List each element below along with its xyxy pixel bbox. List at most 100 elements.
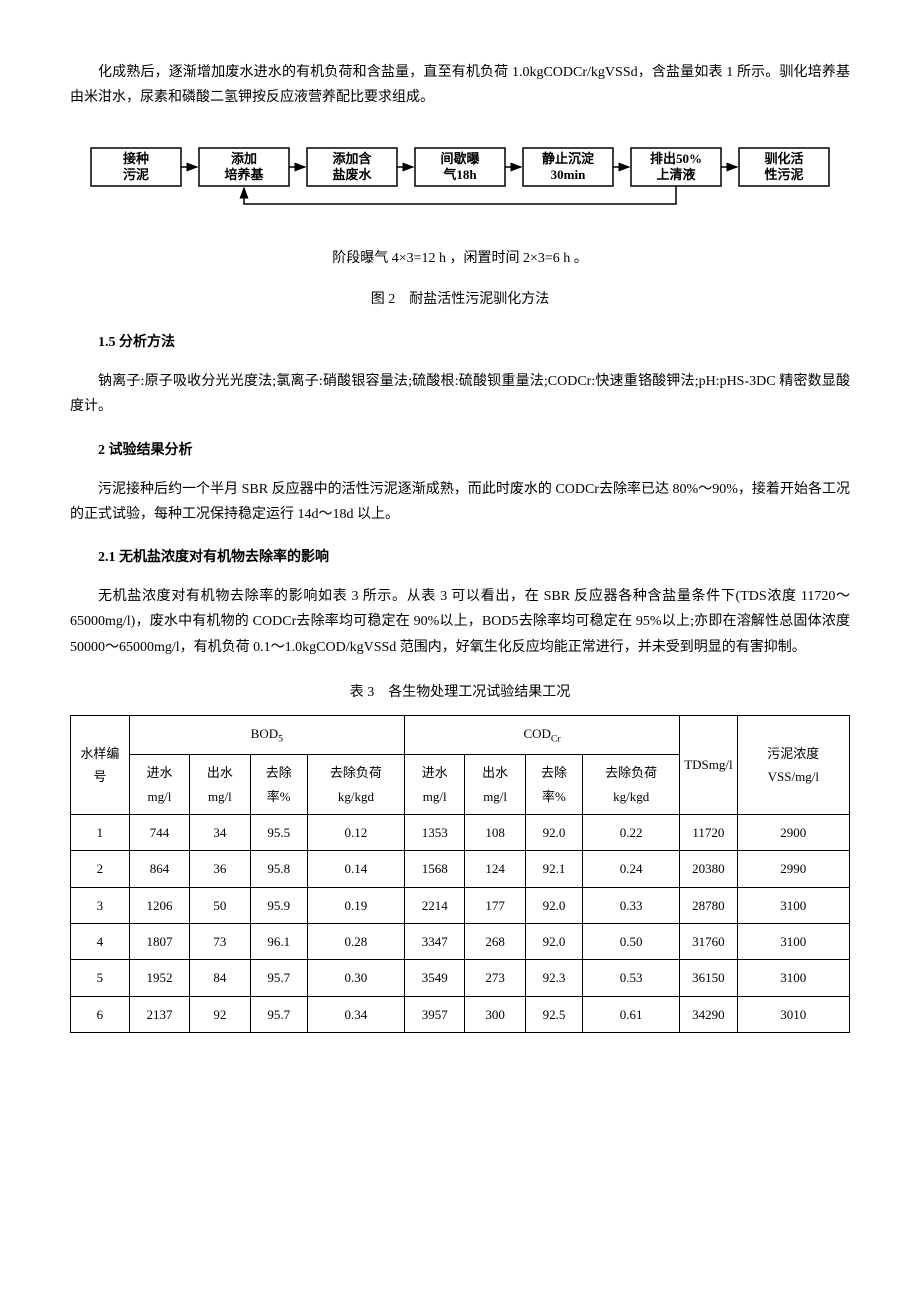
section-1-5-title: 1.5 分析方法 (70, 330, 850, 355)
th-sample: 水样编号 (71, 716, 130, 815)
cell-b_in: 2137 (129, 996, 189, 1032)
th-bod-ld: 去除负荷 kg/kgd (307, 755, 404, 815)
th-cod-ld: 去除负荷 kg/kgd (583, 755, 680, 815)
cell-tds: 31760 (680, 924, 737, 960)
cell-tds: 28780 (680, 887, 737, 923)
intro-paragraph: 化成熟后，逐渐增加废水进水的有机负荷和含盐量，直至有机负荷 1.0kgCODCr… (70, 60, 850, 110)
cell-b_out: 84 (190, 960, 250, 996)
cell-c_ld: 0.61 (583, 996, 680, 1032)
section-2-body: 污泥接种后约一个半月 SBR 反应器中的活性污泥逐渐成熟，而此时废水的 CODC… (70, 477, 850, 527)
flow-label-6-l1: 驯化活 (764, 151, 803, 166)
cell-tds: 11720 (680, 814, 737, 850)
flow-label-4-l2: 30min (551, 167, 586, 182)
cell-c_out: 108 (465, 814, 525, 850)
cell-id: 3 (71, 887, 130, 923)
flow-label-1-l2: 培养基 (224, 167, 264, 182)
section-2-1-body: 无机盐浓度对有机物去除率的影响如表 3 所示。从表 3 可以看出，在 SBR 反… (70, 584, 850, 660)
cell-b_out: 92 (190, 996, 250, 1032)
cell-b_rm: 95.5 (250, 814, 307, 850)
cell-vss: 3100 (737, 924, 849, 960)
flow-label-4-l1: 静止沉淀 (542, 151, 595, 166)
cell-b_out: 50 (190, 887, 250, 923)
section-2-1-title: 2.1 无机盐浓度对有机物去除率的影响 (70, 545, 850, 570)
cell-vss: 3010 (737, 996, 849, 1032)
cell-b_in: 864 (129, 851, 189, 887)
cell-b_in: 1807 (129, 924, 189, 960)
th-bod-out: 出水 mg/l (190, 755, 250, 815)
cell-c_rm: 92.0 (525, 887, 582, 923)
cell-b_rm: 95.8 (250, 851, 307, 887)
table3-caption: 表 3 各生物处理工况试验结果工况 (70, 680, 850, 705)
cell-id: 5 (71, 960, 130, 996)
cell-c_ld: 0.53 (583, 960, 680, 996)
table-row: 621379295.70.34395730092.50.61342903010 (71, 996, 850, 1032)
cell-c_out: 273 (465, 960, 525, 996)
table-row: 312065095.90.19221417792.00.33287803100 (71, 887, 850, 923)
cell-c_out: 300 (465, 996, 525, 1032)
cell-id: 6 (71, 996, 130, 1032)
cell-c_out: 177 (465, 887, 525, 923)
flow-label-2-l2: 盐废水 (332, 167, 372, 182)
flowchart-svg: 接种污泥添加培养基添加含盐废水间歇曝气18h静止沉淀30min排出50%上清液驯… (70, 140, 850, 220)
cell-c_rm: 92.0 (525, 814, 582, 850)
cell-b_ld: 0.14 (307, 851, 404, 887)
cell-b_ld: 0.34 (307, 996, 404, 1032)
cell-c_ld: 0.50 (583, 924, 680, 960)
section-1-5-body: 钠离子:原子吸收分光光度法;氯离子:硝酸银容量法;硫酸根:硫酸钡重量法;CODC… (70, 369, 850, 419)
cell-vss: 2900 (737, 814, 849, 850)
cell-b_out: 34 (190, 814, 250, 850)
cell-c_ld: 0.22 (583, 814, 680, 850)
th-bod-rm: 去除率% (250, 755, 307, 815)
cell-b_out: 36 (190, 851, 250, 887)
cell-vss: 3100 (737, 887, 849, 923)
flow-label-3-l1: 间歇曝 (440, 151, 480, 166)
cell-b_ld: 0.30 (307, 960, 404, 996)
cell-b_rm: 95.7 (250, 996, 307, 1032)
table-row: 28643695.80.14156812492.10.24203802990 (71, 851, 850, 887)
cell-c_in: 1568 (404, 851, 464, 887)
cell-tds: 20380 (680, 851, 737, 887)
cell-c_in: 1353 (404, 814, 464, 850)
flow-label-5-l1: 排出50% (650, 151, 702, 166)
th-tds: TDSmg/l (680, 716, 737, 815)
cell-c_out: 268 (465, 924, 525, 960)
section-2-title: 2 试验结果分析 (70, 438, 850, 463)
cell-b_ld: 0.28 (307, 924, 404, 960)
th-cod-in: 进水 mg/l (404, 755, 464, 815)
cell-b_rm: 96.1 (250, 924, 307, 960)
th-bod: BOD5 (129, 716, 404, 755)
flow-label-5-l2: 上清液 (656, 167, 695, 182)
cell-c_ld: 0.24 (583, 851, 680, 887)
cell-c_rm: 92.5 (525, 996, 582, 1032)
cell-id: 4 (71, 924, 130, 960)
th-cod-out: 出水 mg/l (465, 755, 525, 815)
table-row: 17443495.50.12135310892.00.22117202900 (71, 814, 850, 850)
cell-c_in: 2214 (404, 887, 464, 923)
cell-b_rm: 95.7 (250, 960, 307, 996)
cell-vss: 2990 (737, 851, 849, 887)
cell-b_ld: 0.12 (307, 814, 404, 850)
flow-label-0-l2: 污泥 (123, 167, 149, 182)
flow-label-6-l2: 性污泥 (764, 167, 803, 182)
cell-c_out: 124 (465, 851, 525, 887)
cell-b_rm: 95.9 (250, 887, 307, 923)
flowchart: 接种污泥添加培养基添加含盐废水间歇曝气18h静止沉淀30min排出50%上清液驯… (70, 140, 850, 229)
flow-caption-2: 图 2 耐盐活性污泥驯化方法 (70, 287, 850, 312)
flow-label-1-l1: 添加 (231, 151, 257, 166)
cell-b_in: 1206 (129, 887, 189, 923)
cell-b_out: 73 (190, 924, 250, 960)
table-row: 418077396.10.28334726892.00.50317603100 (71, 924, 850, 960)
cell-vss: 3100 (737, 960, 849, 996)
cell-c_rm: 92.1 (525, 851, 582, 887)
cell-b_in: 744 (129, 814, 189, 850)
cell-b_in: 1952 (129, 960, 189, 996)
table-row: 519528495.70.30354927392.30.53361503100 (71, 960, 850, 996)
flow-caption-1: 阶段曝气 4×3=12 h ，闲置时间 2×3=6 h 。 (70, 246, 850, 271)
cell-id: 2 (71, 851, 130, 887)
cell-c_in: 3549 (404, 960, 464, 996)
cell-tds: 36150 (680, 960, 737, 996)
th-cod-rm: 去除率% (525, 755, 582, 815)
cell-c_ld: 0.33 (583, 887, 680, 923)
flow-feedback-loop (244, 186, 676, 204)
cell-c_in: 3957 (404, 996, 464, 1032)
